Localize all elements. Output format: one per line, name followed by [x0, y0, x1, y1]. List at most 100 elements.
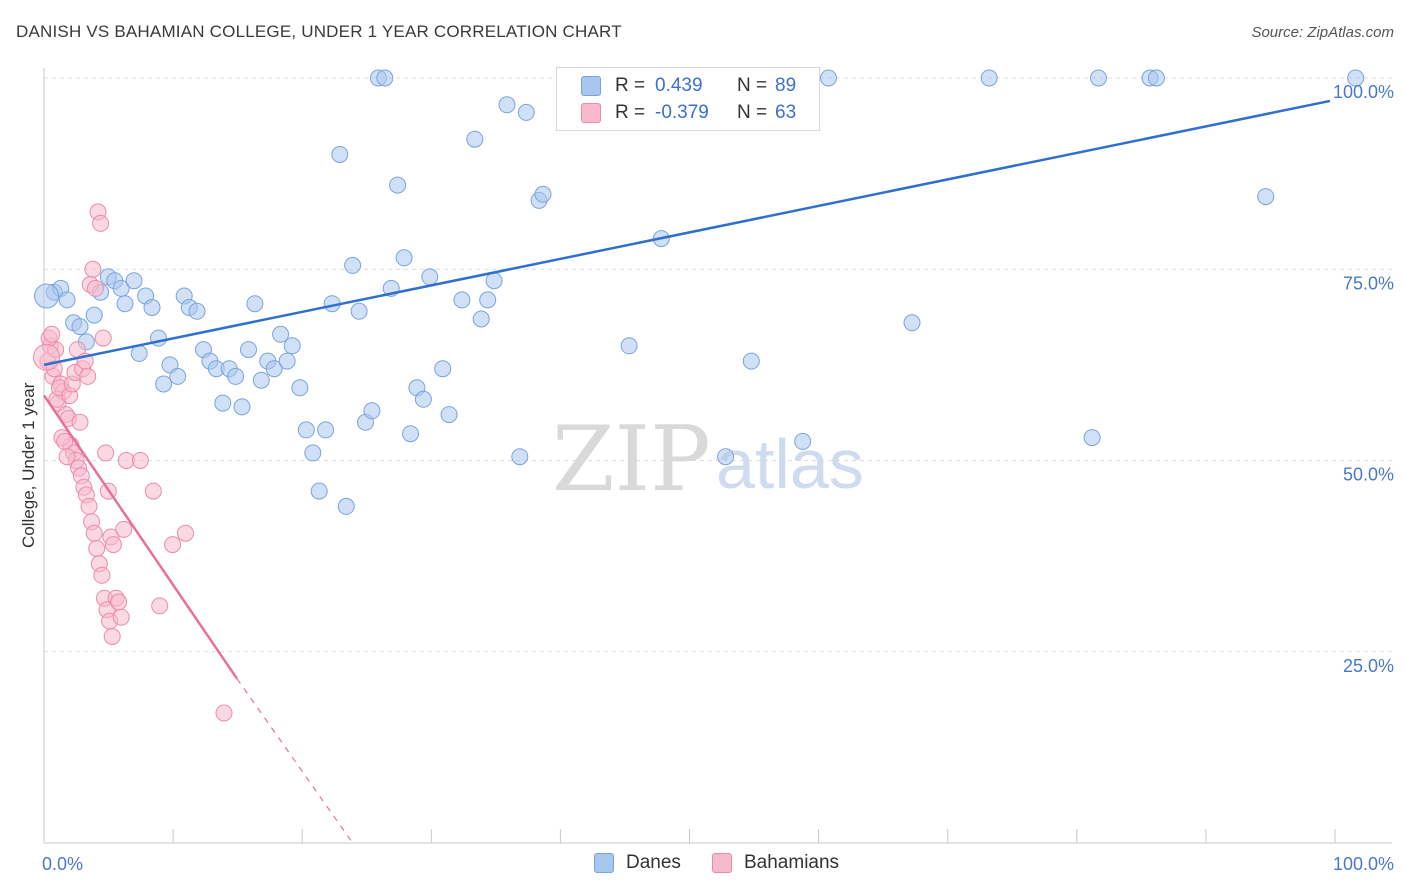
x-tick-label: 100.0%	[1333, 854, 1394, 874]
trend-lines	[42, 99, 1331, 844]
dane-point	[980, 69, 998, 87]
legend-n-label: N =	[737, 102, 768, 123]
dane-point	[71, 318, 89, 336]
dane-point	[265, 360, 283, 378]
dane-point	[453, 291, 471, 309]
chart-title: DANISH VS BAHAMIAN COLLEGE, UNDER 1 YEAR…	[16, 22, 622, 41]
dane-point	[214, 394, 232, 412]
legend-n-label: N =	[737, 75, 768, 96]
legend-n-value: 63	[775, 102, 797, 123]
watermark-atlas: atlas	[716, 425, 864, 503]
bahamian-point	[80, 497, 98, 515]
legend-item-bahamians[interactable]: Bahamians	[712, 852, 839, 874]
bahamian-point	[33, 343, 61, 371]
dane-point	[310, 482, 328, 500]
legend-n-value: 89	[775, 75, 797, 96]
dane-point	[421, 268, 439, 286]
legend-label-bahamians: Bahamians	[744, 852, 840, 873]
bahamian-point	[58, 448, 76, 466]
axes	[43, 68, 1392, 844]
x-tick-label: 0.0%	[42, 854, 83, 874]
dane-point	[246, 295, 264, 313]
dane-point	[317, 421, 335, 439]
dane-point	[155, 375, 173, 393]
tick-labels: 25.0% 50.0% 75.0% 100.0% 0.0% 100.0%	[42, 82, 1394, 874]
dane-point	[717, 448, 735, 466]
y-axis-label: College, Under 1 year	[19, 382, 38, 548]
dane-point	[820, 69, 837, 87]
y-tick-label: 100.0%	[1333, 82, 1394, 102]
dane-point	[414, 390, 432, 408]
dane-point	[85, 306, 103, 324]
bahamians-trend-extension	[236, 678, 354, 844]
dane-point	[58, 291, 76, 309]
dane-point	[903, 314, 921, 332]
dane-point	[1257, 188, 1275, 206]
dane-point	[252, 371, 270, 389]
bahamian-point	[144, 482, 162, 500]
dane-point	[479, 291, 497, 309]
legend-row-danes: R = 0.439 N = 89	[581, 73, 796, 99]
data-points	[33, 69, 1365, 722]
dane-point	[440, 406, 458, 424]
bahamian-point	[43, 325, 61, 343]
dane-point	[485, 272, 503, 290]
dane-point	[402, 425, 419, 443]
dane-point	[240, 341, 257, 359]
dane-point	[794, 432, 812, 450]
legend-swatch-bahamians	[581, 103, 601, 123]
dane-point	[434, 360, 452, 378]
legend-label-danes: Danes	[626, 852, 681, 873]
dane-point	[130, 344, 148, 362]
dane-point	[620, 337, 638, 355]
legend-r-label: R =	[615, 102, 646, 123]
bahamian-point	[92, 214, 110, 232]
bahamian-point	[215, 704, 233, 722]
y-tick-label: 75.0%	[1343, 273, 1394, 293]
dane-point	[1083, 429, 1101, 447]
dane-point	[291, 379, 309, 397]
dane-point	[742, 352, 760, 370]
bahamian-point	[104, 536, 122, 554]
series-bahamians	[39, 203, 233, 722]
dane-point	[389, 176, 407, 194]
legend-swatch-danes	[581, 76, 601, 96]
bahamian-point	[88, 540, 106, 557]
dane-point	[116, 295, 134, 313]
dane-point	[34, 283, 60, 309]
dane-point	[350, 302, 368, 320]
legend-item-danes[interactable]: Danes	[594, 852, 681, 874]
dane-point	[511, 448, 529, 466]
dane-point	[376, 69, 394, 87]
dane-point	[395, 249, 413, 267]
gridlines	[44, 77, 1392, 653]
bahamian-point	[151, 597, 169, 615]
bahamian-point	[84, 260, 102, 278]
legend-swatch-bahamians	[712, 853, 732, 873]
dane-point	[143, 299, 161, 316]
dane-point	[498, 96, 516, 114]
dane-point	[233, 398, 251, 416]
danes-trend-line	[43, 99, 1331, 367]
bahamian-point	[131, 452, 149, 469]
dane-point	[472, 310, 490, 328]
bahamian-point	[71, 413, 89, 431]
bahamian-point	[112, 608, 130, 626]
y-tick-label: 25.0%	[1343, 656, 1394, 676]
legend-swatch-danes	[594, 853, 614, 873]
dane-point	[1347, 69, 1365, 87]
watermark: ZIP atlas	[552, 407, 864, 512]
bahamians-trend-line	[42, 394, 238, 680]
dane-point	[297, 421, 315, 439]
dane-point	[227, 367, 245, 385]
bahamian-point	[86, 279, 104, 297]
bahamian-point	[177, 524, 194, 542]
stats-legend: R = 0.439 N = 89 R = -0.379 N = 63	[556, 67, 820, 131]
dane-point	[363, 402, 381, 420]
dane-point	[278, 352, 296, 370]
dane-point	[466, 130, 484, 148]
dane-point	[125, 272, 143, 290]
y-tick-label: 50.0%	[1343, 465, 1394, 485]
bahamian-point	[103, 628, 121, 645]
